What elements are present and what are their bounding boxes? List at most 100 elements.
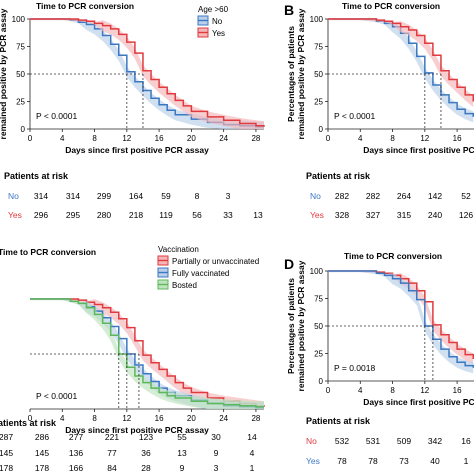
series-line	[328, 270, 474, 368]
risk-cell: 327	[366, 210, 380, 220]
risk-table-title: Patients at risk	[306, 171, 371, 181]
risk-cell: 342	[428, 436, 442, 446]
y-tick-label: 75	[16, 43, 25, 52]
y-tick-label: 0	[319, 377, 324, 386]
risk-cell: 166	[69, 463, 83, 473]
chart-title: Time to PCR conversion	[0, 247, 96, 257]
y-axis-label-line: remained positive by PCR assay	[296, 8, 306, 139]
risk-cell: 295	[66, 210, 80, 220]
x-tick-label: 0	[28, 414, 33, 423]
risk-cell: 52	[461, 191, 471, 201]
risk-cell: 30	[211, 432, 221, 442]
risk-row-label: No	[8, 191, 19, 201]
x-tick-label: 24	[219, 414, 228, 423]
x-tick-label: 28	[251, 414, 260, 423]
risk-cell: 264	[397, 191, 411, 201]
risk-cell: 221	[105, 432, 119, 442]
risk-cell: 509	[397, 436, 411, 446]
risk-cell: 13	[177, 448, 187, 458]
risk-cell: 314	[34, 191, 48, 201]
risk-cell: 286	[35, 432, 49, 442]
risk-cell: 56	[192, 210, 202, 220]
p-value-label: P < 0.0001	[36, 111, 77, 121]
panel-c: Time to PCR conversion 0 4 8 12 16 20 24 28 Days …	[0, 246, 265, 473]
risk-row-label: No	[310, 191, 321, 201]
series-line	[30, 18, 265, 127]
risk-table-title: Patients at risk	[4, 171, 69, 181]
y-axis-label-line: remained positive by PCR assay	[296, 260, 306, 391]
legend-label: Partially or unvaccinated	[172, 257, 259, 266]
chart-title: Time to PCR conversion	[342, 1, 440, 11]
risk-cell: 532	[335, 436, 349, 446]
x-tick-label: 4	[60, 414, 65, 423]
risk-cell: 78	[368, 456, 378, 466]
y-tick-label: 75	[314, 295, 323, 304]
risk-cell: 9	[214, 448, 219, 458]
legend: Age >60 No Yes	[197, 5, 229, 38]
confidence-band	[30, 299, 264, 409]
risk-cell: 1	[250, 463, 255, 473]
series-line	[30, 298, 264, 408]
risk-cell: 136	[69, 448, 83, 458]
risk-row-label: Yes	[306, 456, 320, 466]
risk-cell: 123	[139, 432, 153, 442]
x-tick-label: 20	[187, 414, 196, 423]
x-tick-label: 12	[122, 414, 131, 423]
confidence-band	[30, 19, 264, 129]
p-value-label: P < 0.0001	[36, 391, 77, 401]
y-tick-label: 75	[314, 43, 323, 52]
x-axis-label: Days since first positive PCR assay	[65, 425, 209, 435]
series-line	[328, 18, 474, 117]
x-tick-label: 8	[390, 134, 395, 143]
risk-cell: 1	[464, 456, 469, 466]
x-tick-label: 12	[420, 134, 429, 143]
risk-cell: 36	[141, 448, 151, 458]
x-tick-label: 20	[187, 134, 196, 143]
p-value-label: P < 0.0001	[334, 111, 375, 121]
risk-cell: 33	[223, 210, 233, 220]
risk-cell: 77	[107, 448, 117, 458]
x-tick-label: 4	[358, 386, 363, 395]
x-tick-label: 0	[28, 134, 33, 143]
risk-cell: 145	[35, 448, 49, 458]
x-tick-label: 8	[390, 386, 395, 395]
risk-cell: 218	[129, 210, 143, 220]
risk-cell: 14	[247, 432, 257, 442]
risk-row-label: No	[306, 436, 317, 446]
panel-letter: D	[284, 256, 294, 272]
risk-cell: 28	[141, 463, 151, 473]
chart-title: Time to PCR conversion	[36, 1, 134, 11]
risk-cell: 314	[66, 191, 80, 201]
risk-cell: 119	[159, 210, 173, 220]
x-tick-label: 0	[326, 134, 331, 143]
risk-cell: 126	[459, 210, 473, 220]
legend-title: Vaccination	[158, 246, 199, 254]
risk-row-label: Yes	[310, 210, 324, 220]
confidence-band	[328, 19, 474, 107]
risk-cell: 3	[214, 463, 219, 473]
x-axis-label: Days since first positive PCR assay	[363, 145, 474, 155]
series-line	[328, 18, 474, 102]
confidence-band	[328, 19, 474, 123]
risk-cell: 280	[97, 210, 111, 220]
confidence-band	[328, 271, 474, 365]
x-axis-label: Days since first positive PCR assay	[65, 145, 209, 155]
y-tick-label: 100	[12, 15, 26, 24]
risk-cell: 8	[195, 191, 200, 201]
risk-cell: 282	[366, 191, 380, 201]
panel-d: D Time to PCR conversion Percentages of pa…	[284, 251, 474, 466]
y-tick-label: 100	[310, 15, 324, 24]
risk-row-label: Yes	[8, 210, 22, 220]
risk-cell: 16	[461, 436, 471, 446]
legend-label: Yes	[212, 29, 225, 38]
risk-cell: 282	[335, 191, 349, 201]
risk-cell: 296	[34, 210, 48, 220]
y-tick-label: 50	[314, 70, 323, 79]
risk-cell: 240	[428, 210, 442, 220]
y-tick-label: 100	[310, 267, 324, 276]
risk-cell: 9	[180, 463, 185, 473]
x-tick-label: 8	[92, 134, 97, 143]
p-value-label: P = 0.0018	[334, 363, 375, 373]
